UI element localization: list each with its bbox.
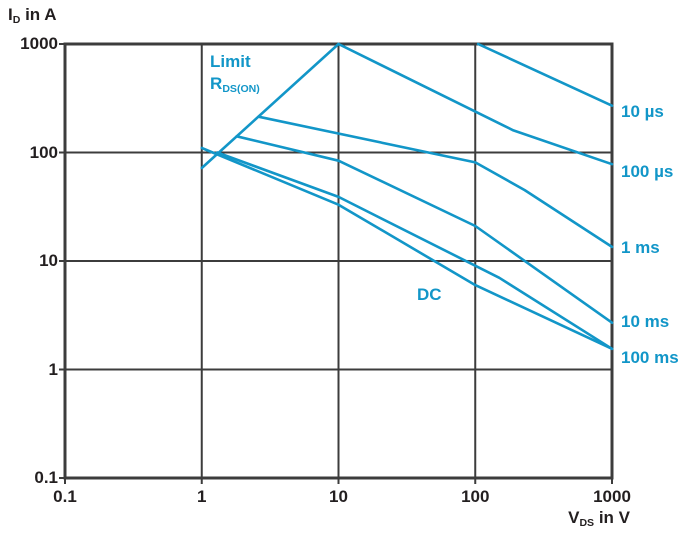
x-axis-title: VDS in V: [480, 508, 630, 533]
y-axis-title: ID in A: [8, 5, 57, 30]
y-axis-symbol: I: [8, 5, 13, 24]
x-tick-label: 10: [329, 487, 348, 506]
y-tick-label: 0.1: [34, 468, 58, 487]
y-axis-subscript: D: [12, 13, 21, 26]
series-label-t-10ms: 10 ms: [621, 312, 670, 331]
curve-t-100ms: [216, 151, 614, 351]
curve-dc: [200, 146, 614, 351]
x-tick-label: 1: [197, 487, 207, 506]
series-label-t-1ms: 1 ms: [621, 237, 660, 257]
curve-t-1ms: [257, 115, 614, 249]
y-tick-label: 1: [48, 359, 58, 379]
limit-rdson-annotation: Limit RDS(ON): [210, 51, 260, 100]
x-axis-symbol: V: [568, 508, 580, 527]
y-tick-label: 10: [39, 251, 58, 270]
curve-t-100us: [337, 42, 614, 166]
x-axis-subscript: DS: [579, 516, 595, 529]
y-tick-label: 1000: [20, 34, 58, 53]
limit-annotation-line1: Limit: [210, 52, 251, 72]
series-label-t-10us: 10 µs: [621, 102, 664, 122]
y-tick-label: 100: [29, 142, 58, 162]
series-label-t-100ms: 100 ms: [621, 347, 679, 367]
series-label-t-100us: 100 µs: [621, 162, 674, 182]
x-axis-unit: in V: [594, 508, 630, 527]
x-tick-label: 0.1: [53, 487, 77, 506]
x-tick-label: 1000: [593, 487, 631, 506]
limit-annotation-line2: RDS(ON): [210, 74, 260, 96]
curve-t-10us: [476, 42, 614, 107]
dc-annotation: DC: [416, 285, 442, 305]
curve-t-10ms: [235, 135, 614, 325]
x-tick-label: 100: [461, 487, 490, 506]
y-axis-unit: in A: [20, 5, 57, 24]
curve-limit-rdson: [200, 42, 340, 170]
